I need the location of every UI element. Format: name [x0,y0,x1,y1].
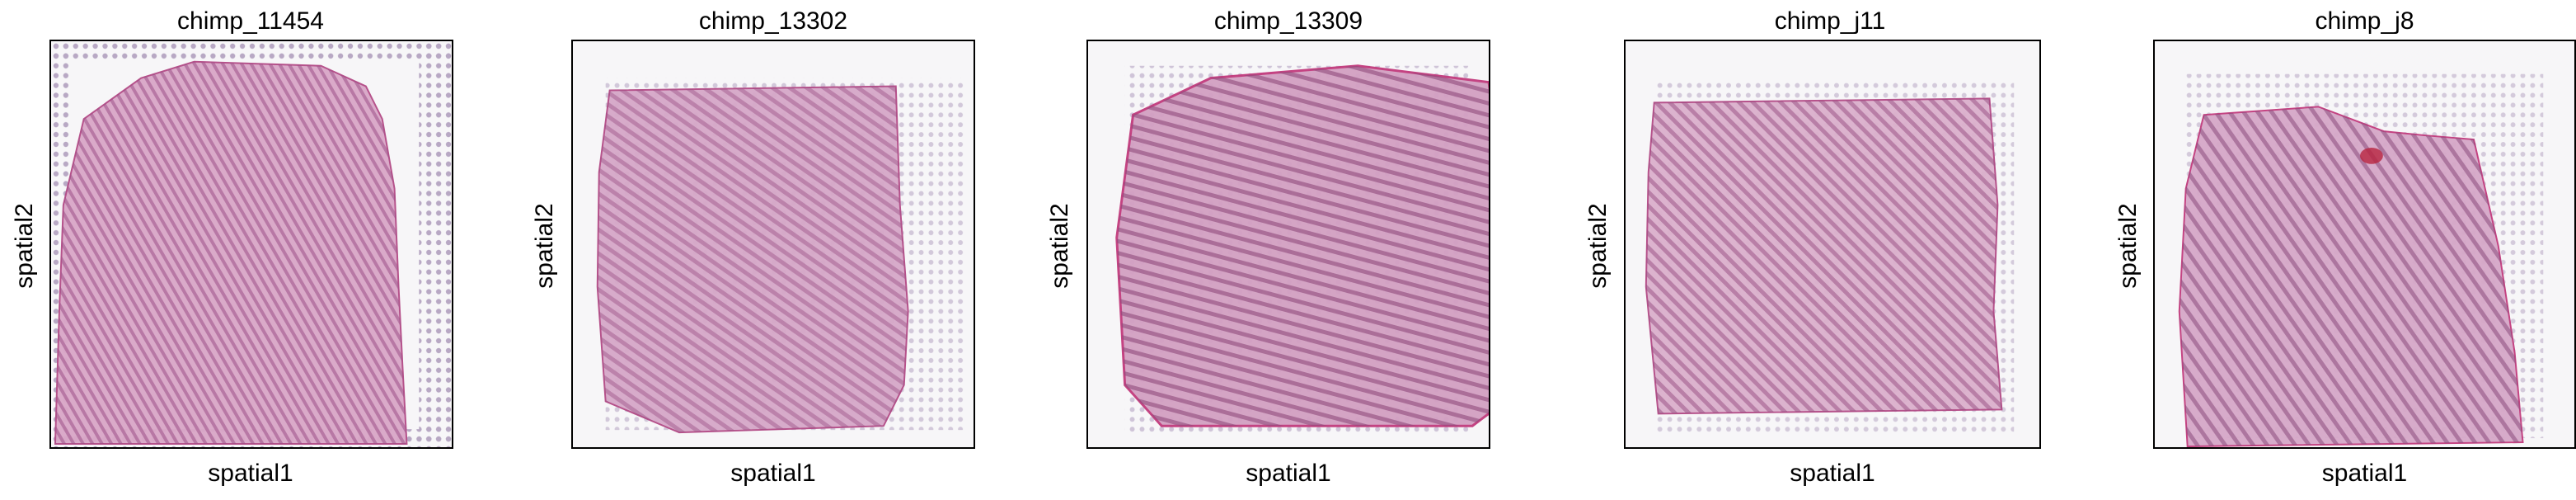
tissue-image-frame [1086,40,1490,449]
tissue-image-frame [571,40,975,449]
y-axis-label: spatial2 [531,203,558,289]
tissue-image [1088,41,1489,447]
y-axis-label: spatial2 [11,203,38,289]
x-axis-label: spatial1 [1790,460,1875,487]
y-axis-label: spatial2 [1584,203,1612,289]
tissue-image [51,41,452,447]
tissue-image-frame [2153,40,2576,449]
tissue-image-frame [1624,40,2041,449]
panel-chimp-j8: chimp_j8 spatial2 spatial1 [2086,0,2576,500]
tissue-image [2155,41,2574,447]
tissue-image [573,41,974,447]
y-axis-label: spatial2 [1046,203,1073,289]
panel-title: chimp_13302 [698,7,848,35]
x-axis-label: spatial1 [730,460,816,487]
panel-chimp-11454: chimp_11454 spatial2 spatial1 [0,0,495,500]
panel-title: chimp_j11 [1774,7,1886,35]
panel-chimp-13309: chimp_13309 spatial2 spatial1 [1030,0,1525,500]
y-axis-label: spatial2 [2114,203,2142,289]
panel-title: chimp_j8 [2315,7,2414,35]
panel-title: chimp_13309 [1213,7,1363,35]
hemorrhage-spot [2360,147,2383,164]
panel-chimp-j11: chimp_j11 spatial2 spatial1 [1546,0,2061,500]
x-axis-label: spatial1 [2321,460,2408,487]
tissue-image [1626,41,2039,447]
tissue-image-frame [49,40,453,449]
x-axis-label: spatial1 [1246,460,1331,487]
x-axis-label: spatial1 [208,460,293,487]
panel-title: chimp_11454 [177,7,324,35]
panel-chimp-13302: chimp_13302 spatial2 spatial1 [515,0,1010,500]
